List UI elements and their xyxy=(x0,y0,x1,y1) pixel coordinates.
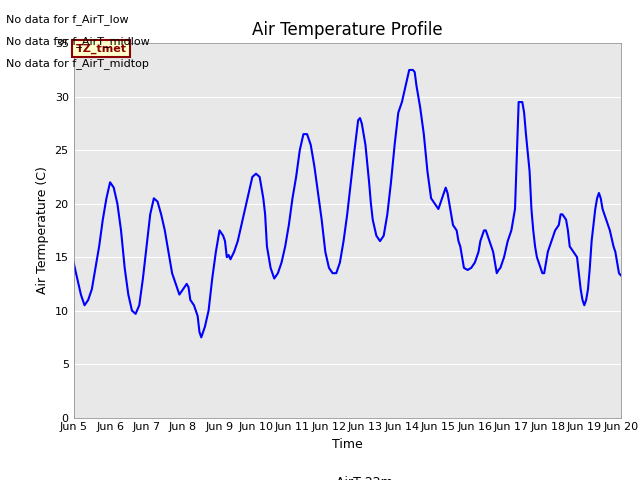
Title: Air Temperature Profile: Air Temperature Profile xyxy=(252,21,442,39)
Y-axis label: Air Termperature (C): Air Termperature (C) xyxy=(36,167,49,294)
Text: No data for f_AirT_midtop: No data for f_AirT_midtop xyxy=(6,58,149,69)
Text: No data for f_AirT_midlow: No data for f_AirT_midlow xyxy=(6,36,150,47)
Text: TZ_tmet: TZ_tmet xyxy=(76,43,127,54)
X-axis label: Time: Time xyxy=(332,438,363,451)
Text: No data for f_AirT_low: No data for f_AirT_low xyxy=(6,14,129,25)
Legend: AirT 22m: AirT 22m xyxy=(296,471,398,480)
